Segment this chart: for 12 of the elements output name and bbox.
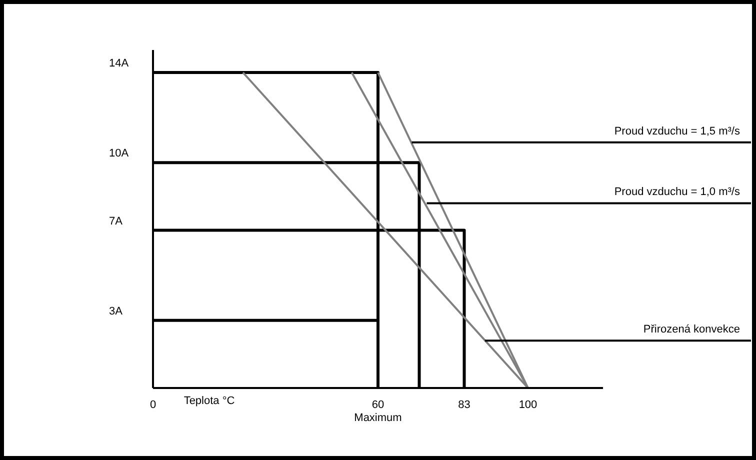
y-tick-label: 3A xyxy=(109,305,124,318)
x-tick-label: 83 xyxy=(458,399,470,411)
annotation: Proud vzduchu = 1,0 m³/s xyxy=(614,186,740,198)
annotation: Přirozená konvekce xyxy=(643,324,740,336)
x-axis-title: Teplota °C xyxy=(184,395,235,407)
annotation: Proud vzduchu = 1,5 m³/s xyxy=(614,125,740,138)
y-tick-label: 14A xyxy=(109,58,130,70)
y-tick-label: 7A xyxy=(109,215,124,228)
y-tick-label: 10A xyxy=(109,148,130,160)
x-tick-label: 0 xyxy=(150,399,156,411)
x-tick-label: 100 xyxy=(518,399,538,411)
x-tick-label: 60 Maximum xyxy=(354,399,402,424)
